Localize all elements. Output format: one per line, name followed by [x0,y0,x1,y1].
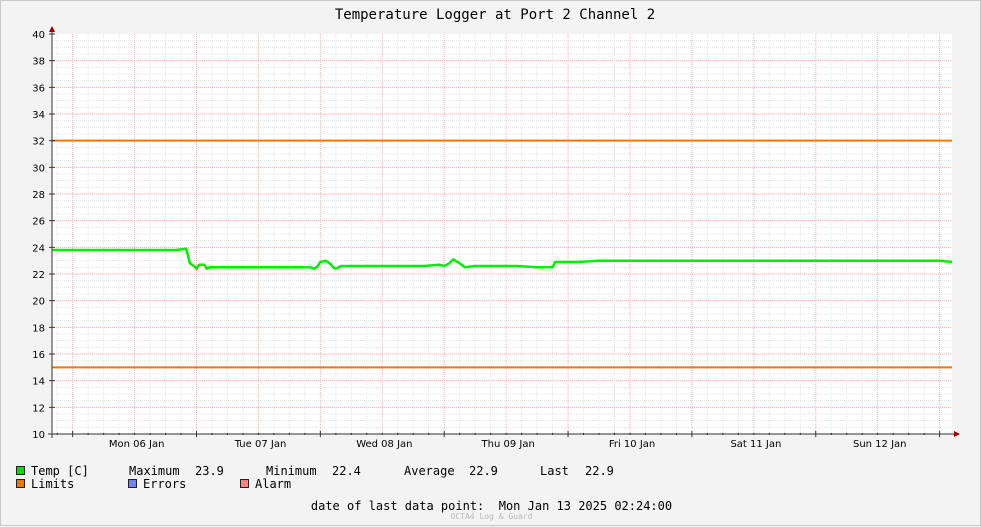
y-tick-label: 38 [32,57,45,68]
legend-limits-label: Limits [31,477,75,491]
y-tick-label: 40 [32,30,45,41]
y-tick-label: 22 [32,270,45,281]
y-tick-label: 26 [32,217,45,228]
axes [48,26,960,438]
y-tick-label: 12 [32,403,45,414]
legend-last-label: Last [540,464,569,478]
y-tick-label: 32 [32,137,45,148]
y-tick-label: 14 [32,377,45,388]
y-tick-labels: 10 12 14 16 18 20 22 24 26 28 30 32 34 36 38 40 [32,30,45,441]
x-tick-label: Wed 08 Jan [356,439,412,450]
x-tick-labels: Mon 06 Jan Tue 07 Jan Wed 08 Jan Thu 09 Jan… [109,439,907,450]
x-axis-arrow [954,431,960,437]
y-tick-label: 36 [32,83,45,94]
legend-errors-swatch [128,479,137,488]
chart-title: Temperature Logger at Port 2 Channel 2 [335,7,655,23]
x-tick-label: Fri 10 Jan [609,439,655,450]
x-tick-label: Thu 09 Jan [481,439,535,450]
series-line-temp [52,247,953,270]
last-point-label: date of last data point: [310,499,485,513]
y-tick-label: 34 [32,110,45,121]
y-tick-label: 24 [32,243,45,254]
x-tick-label: Sat 11 Jan [730,439,781,450]
legend-minimum-label: Minimum [266,464,317,478]
last-point-value: Mon Jan 13 2025 02:24:00 [498,499,673,513]
y-tick-label: 28 [32,190,45,201]
legend-limits-swatch [16,479,25,488]
legend-average-label: Average [404,464,455,478]
last-data-point: date of last data point: Mon Jan 13 2025… [1,499,981,513]
limit-lines [52,139,952,369]
legend-errors-label: Errors [143,477,187,491]
legend-last-value: 22.9 [585,464,614,478]
legend-temp-label: Temp [C] [31,464,89,478]
x-tick-label: Mon 06 Jan [109,439,165,450]
legend-maximum-value: 23.9 [195,464,224,478]
legend-maximum-label: Maximum [129,464,180,478]
watermark: OCTA4 Log & Guard [450,512,533,521]
legend-temp-swatch [16,466,25,475]
x-tick-label: Sun 12 Jan [853,439,907,450]
legend-alarm-label: Alarm [255,477,292,491]
y-tick-label: 10 [32,430,45,441]
x-tick-label: Tue 07 Jan [234,439,287,450]
legend-minimum-value: 22.4 [332,464,361,478]
y-tick-label: 20 [32,297,45,308]
legend-average-value: 22.9 [469,464,498,478]
legend-alarm-swatch [240,479,249,488]
series-layer [52,247,953,270]
y-tick-label: 30 [32,163,45,174]
y-axis-arrow [49,26,55,32]
y-tick-label: 18 [32,323,45,334]
y-tick-label: 16 [32,350,45,361]
grid-lines [52,34,952,434]
